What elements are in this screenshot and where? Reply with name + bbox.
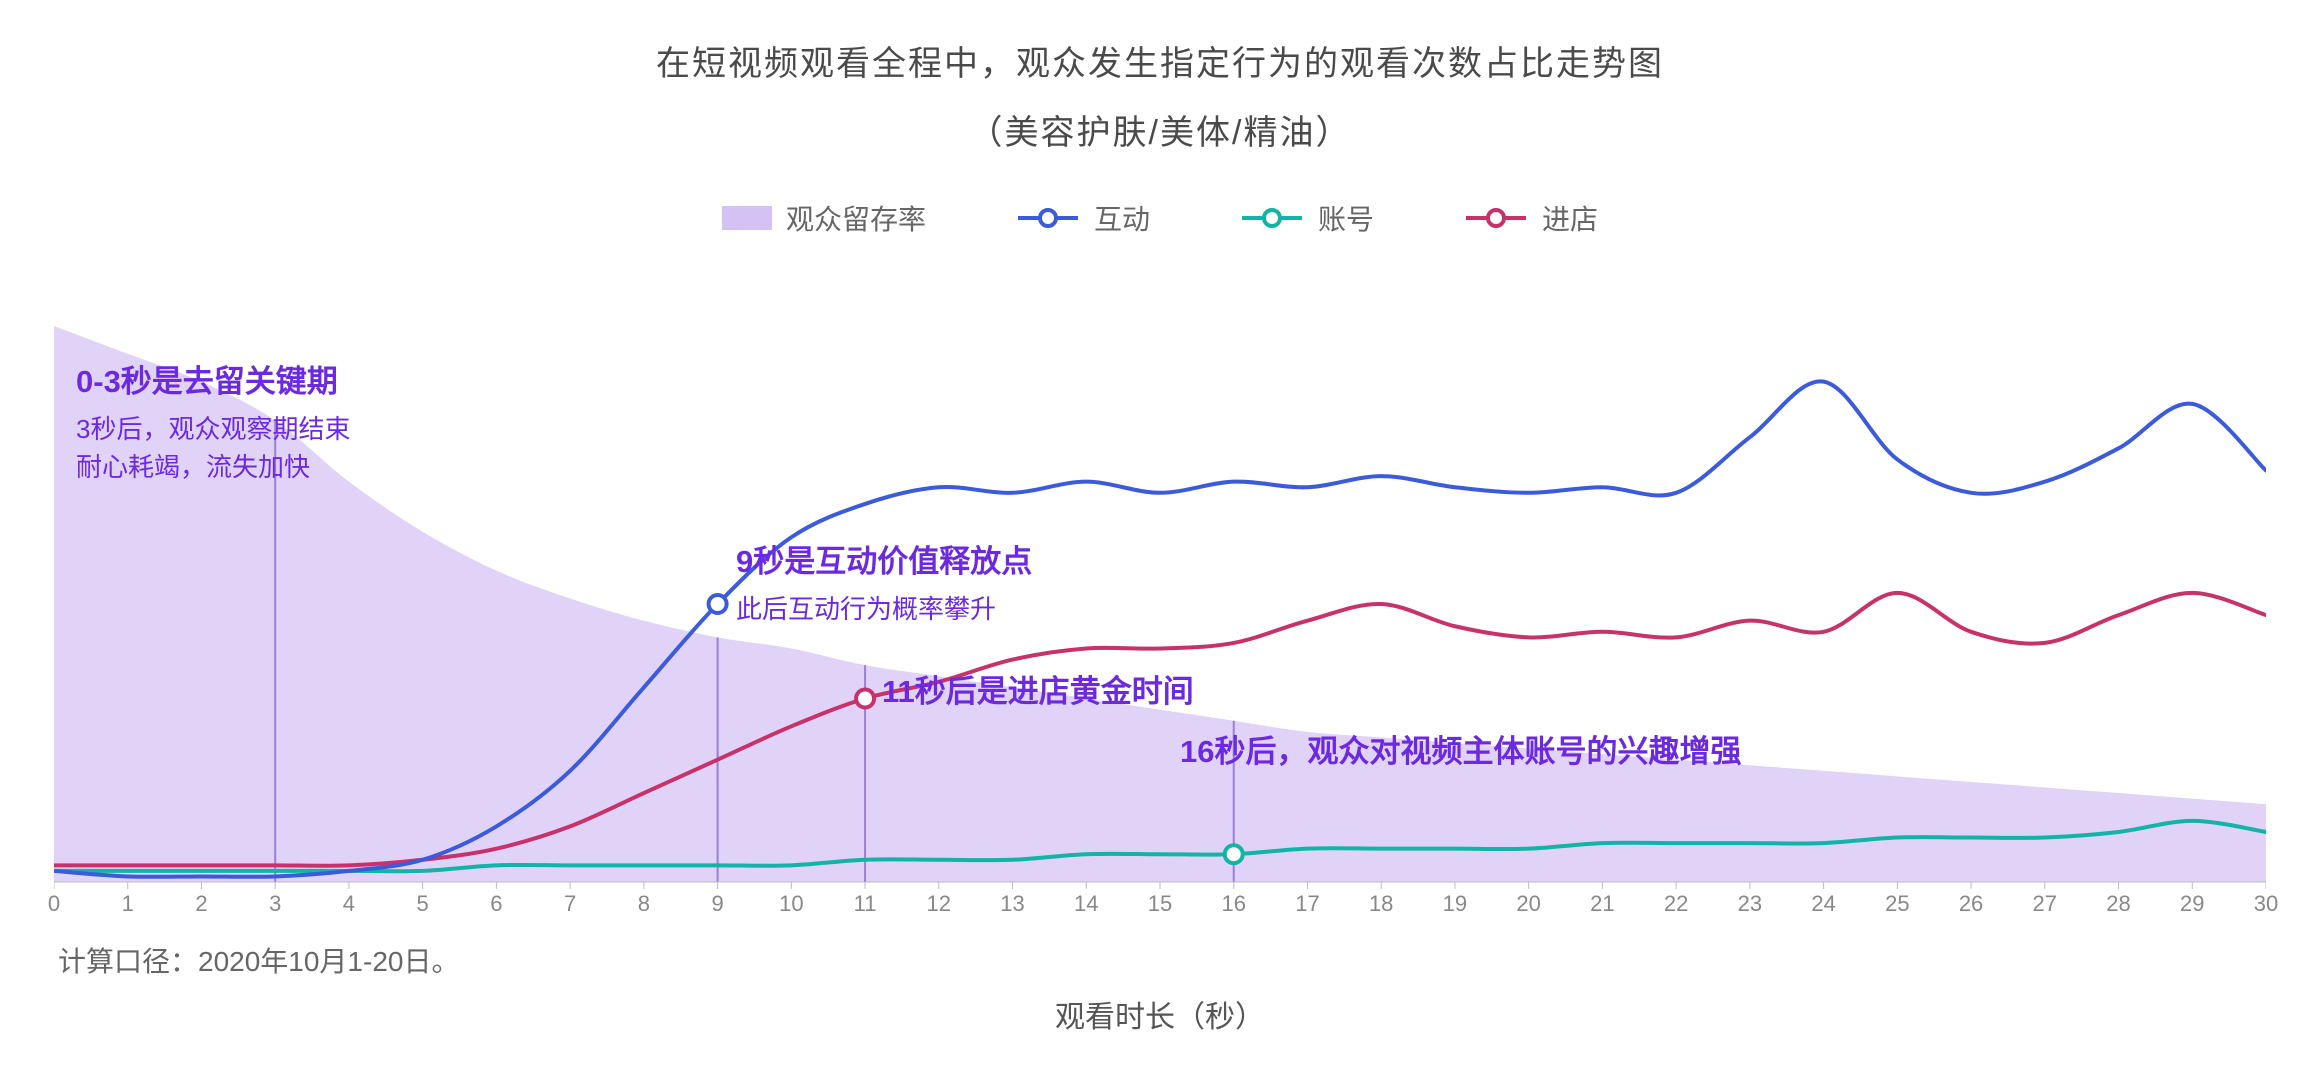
- x-tick-label: 3: [269, 891, 281, 917]
- chart-title-line1: 在短视频观看全程中，观众发生指定行为的观看次数占比走势图: [0, 36, 2320, 85]
- legend-item-retention: 观众留存率: [722, 198, 926, 238]
- series-retention-area: [54, 326, 2266, 882]
- x-tick-label: 5: [417, 891, 429, 917]
- x-tick-label: 0: [48, 891, 60, 917]
- legend-label: 账号: [1318, 198, 1374, 238]
- x-tick-label: 14: [1074, 891, 1098, 917]
- marker-account: [1225, 845, 1243, 863]
- x-tick-label: 17: [1295, 891, 1319, 917]
- x-tick-label: 16: [1221, 891, 1245, 917]
- legend-item-interaction: 互动: [1016, 198, 1150, 238]
- x-tick-label: 4: [343, 891, 355, 917]
- marker-interaction: [709, 595, 727, 613]
- annotation-head: 16秒后，观众对视频主体账号的兴趣增强: [1180, 726, 1741, 771]
- x-tick-label: 27: [2033, 891, 2057, 917]
- legend-item-store: 进店: [1464, 198, 1598, 238]
- x-tick-label: 13: [1000, 891, 1024, 917]
- chart-plot-area: 0123456789101112131415161718192021222324…: [54, 326, 2266, 916]
- annotation-head: 11秒后是进店黄金时间: [882, 666, 1194, 711]
- annotation-sub: 耐心耗竭，流失加快: [76, 449, 350, 487]
- x-tick-label: 15: [1148, 891, 1172, 917]
- legend-label: 进店: [1542, 198, 1598, 238]
- chart-svg: [54, 326, 2266, 916]
- x-tick-label: 30: [2254, 891, 2278, 917]
- x-tick-label: 29: [2180, 891, 2204, 917]
- annotation-a4: 16秒后，观众对视频主体账号的兴趣增强: [1180, 726, 1741, 781]
- x-tick-label: 9: [711, 891, 723, 917]
- chart-footnote: 计算口径：2020年10月1-20日。: [58, 940, 459, 980]
- marker-store: [856, 690, 874, 708]
- annotation-a3: 11秒后是进店黄金时间: [882, 666, 1194, 721]
- x-tick-label: 20: [1516, 891, 1540, 917]
- annotation-head: 9秒是互动价值释放点: [736, 536, 1032, 581]
- x-tick-label: 26: [1959, 891, 1983, 917]
- x-tick-label: 22: [1664, 891, 1688, 917]
- x-tick-label: 6: [490, 891, 502, 917]
- x-tick-label: 25: [1885, 891, 1909, 917]
- x-tick-label: 21: [1590, 891, 1614, 917]
- chart-title-line2: （美容护肤/美体/精油）: [0, 105, 2320, 154]
- annotation-a2: 9秒是互动价值释放点此后互动行为概率攀升: [736, 536, 1032, 629]
- chart-title-block: 在短视频观看全程中，观众发生指定行为的观看次数占比走势图 （美容护肤/美体/精油…: [0, 0, 2320, 154]
- x-tick-label: 24: [1811, 891, 1835, 917]
- x-tick-label: 19: [1443, 891, 1467, 917]
- x-tick-label: 1: [122, 891, 134, 917]
- x-tick-label: 23: [1738, 891, 1762, 917]
- annotation-sub: 3秒后，观众观察期结束: [76, 411, 350, 449]
- legend-label: 观众留存率: [786, 198, 926, 238]
- annotation-sub: 此后互动行为概率攀升: [736, 591, 1032, 629]
- annotation-a1: 0-3秒是去留关键期 3秒后，观众观察期结束耐心耗竭，流失加快: [76, 356, 350, 486]
- x-tick-label: 12: [927, 891, 951, 917]
- x-tick-label: 2: [195, 891, 207, 917]
- x-tick-label: 28: [2106, 891, 2130, 917]
- annotation-head: 0-3秒是去留关键期: [76, 356, 350, 401]
- x-axis-label: 观看时长（秒）: [0, 992, 2320, 1036]
- x-tick-label: 8: [638, 891, 650, 917]
- x-tick-label: 10: [779, 891, 803, 917]
- x-tick-label: 7: [564, 891, 576, 917]
- legend-label: 互动: [1094, 198, 1150, 238]
- x-tick-label: 18: [1369, 891, 1393, 917]
- legend-item-account: 账号: [1240, 198, 1374, 238]
- chart-legend: 观众留存率 互动 账号 进店: [0, 198, 2320, 238]
- x-tick-label: 11: [854, 891, 877, 917]
